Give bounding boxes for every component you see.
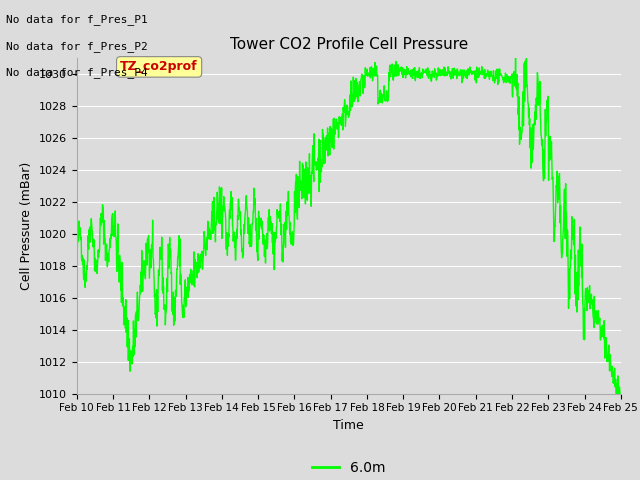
Text: No data for f_Pres_P1: No data for f_Pres_P1 [6, 14, 148, 25]
Text: No data for f_Pres_P4: No data for f_Pres_P4 [6, 67, 148, 78]
Title: Tower CO2 Profile Cell Pressure: Tower CO2 Profile Cell Pressure [230, 37, 468, 52]
Legend: 6.0m: 6.0m [306, 456, 392, 480]
Y-axis label: Cell Pressure (mBar): Cell Pressure (mBar) [20, 161, 33, 290]
Text: TZ_co2prof: TZ_co2prof [120, 60, 198, 73]
X-axis label: Time: Time [333, 419, 364, 432]
Text: No data for f_Pres_P2: No data for f_Pres_P2 [6, 41, 148, 52]
